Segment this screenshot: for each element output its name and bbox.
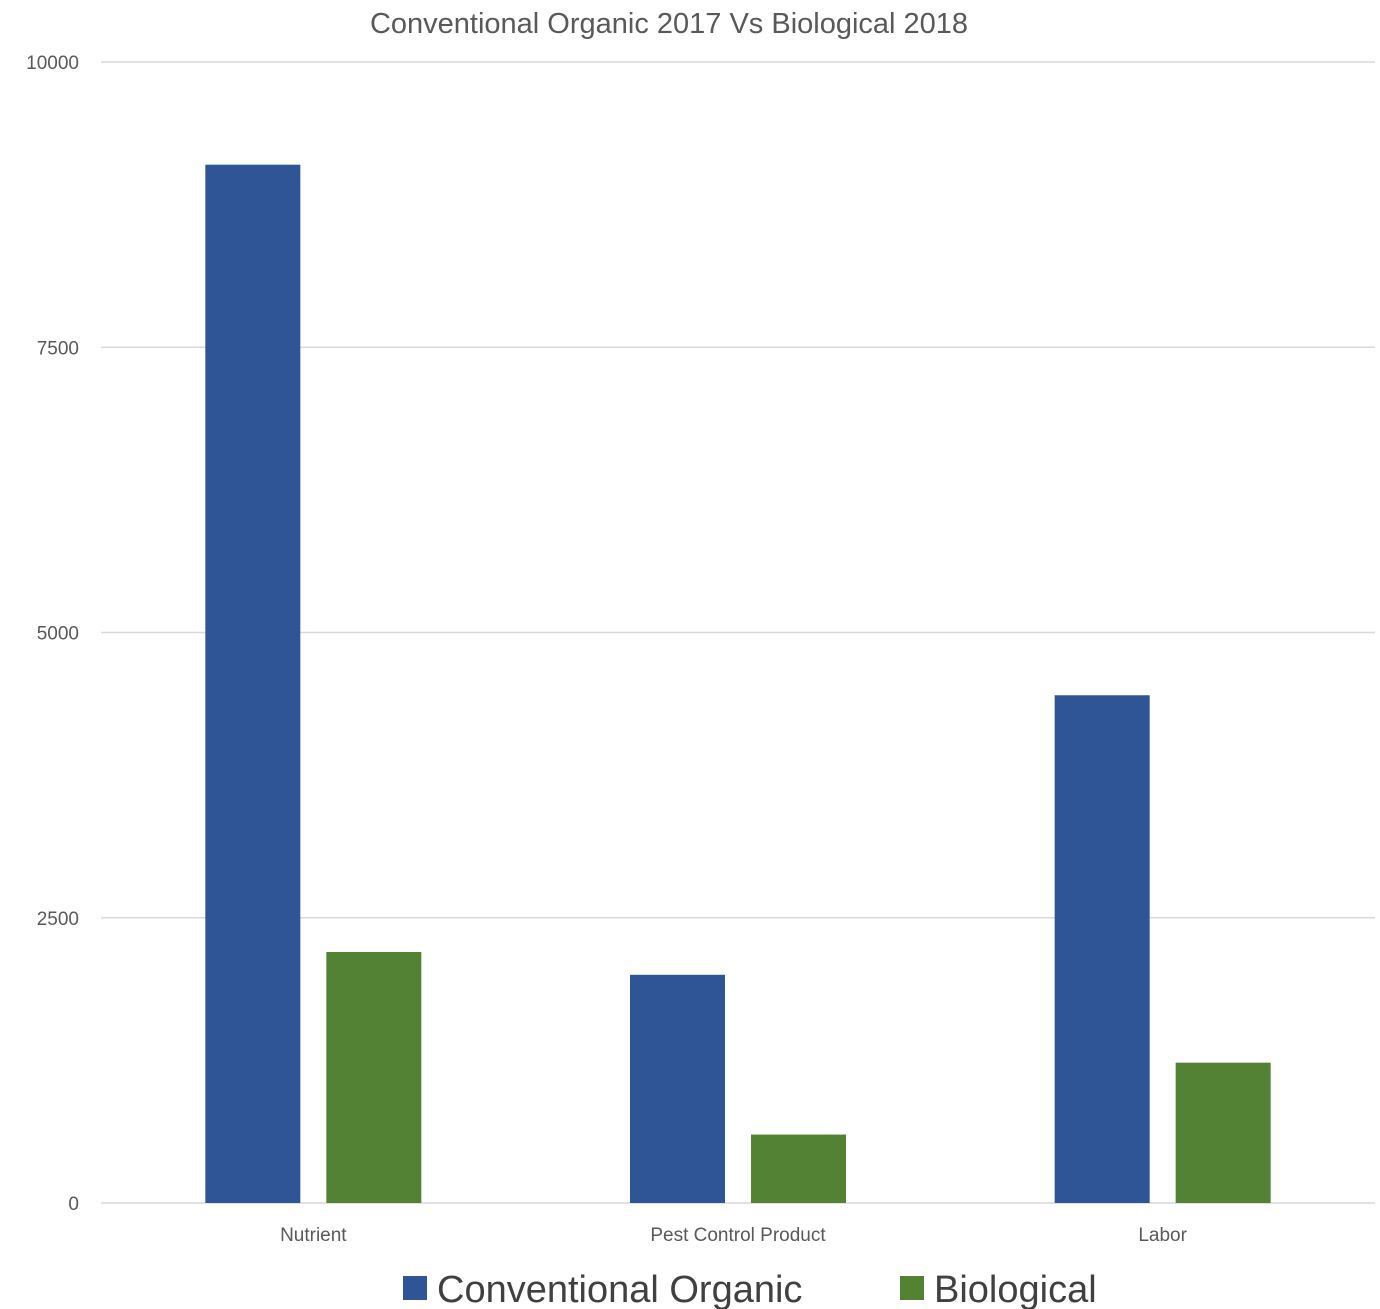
legend-label: Biological: [934, 1269, 1097, 1309]
bar-conventional-organic-nutrient: [205, 164, 301, 1204]
chart-title: Conventional Organic 2017 Vs Biological …: [370, 8, 968, 40]
gridlines: [101, 61, 1375, 1204]
bar-conventional-organic-pest-control-product: [630, 974, 725, 1203]
legend-item: Conventional Organic: [403, 1269, 802, 1309]
bar-biological-pest-control-product: [751, 1134, 846, 1203]
y-tick-label: 10000: [26, 53, 79, 74]
x-category-label: Labor: [1138, 1225, 1187, 1246]
legend-swatch: [900, 1276, 924, 1300]
bar-biological-labor: [1175, 1062, 1271, 1203]
y-tick-label: 0: [68, 1194, 79, 1215]
x-category-label: Nutrient: [280, 1225, 347, 1246]
legend-swatch: [403, 1276, 427, 1300]
bars: [205, 164, 1271, 1204]
legend-item: Biological: [900, 1269, 1097, 1309]
y-axis-tick-labels: 0 2500 5000 7500 10000: [26, 53, 79, 1215]
x-category-label: Pest Control Product: [650, 1225, 826, 1246]
legend: Conventional Organic Biological: [403, 1269, 1097, 1309]
x-axis-category-labels: Nutrient Pest Control Product Labor: [280, 1225, 1188, 1246]
y-tick-label: 2500: [37, 909, 79, 930]
y-tick-label: 5000: [37, 624, 79, 645]
bar-biological-nutrient: [326, 951, 422, 1203]
bar-conventional-organic-labor: [1054, 695, 1150, 1203]
y-tick-label: 7500: [37, 338, 79, 359]
legend-label: Conventional Organic: [437, 1269, 802, 1309]
